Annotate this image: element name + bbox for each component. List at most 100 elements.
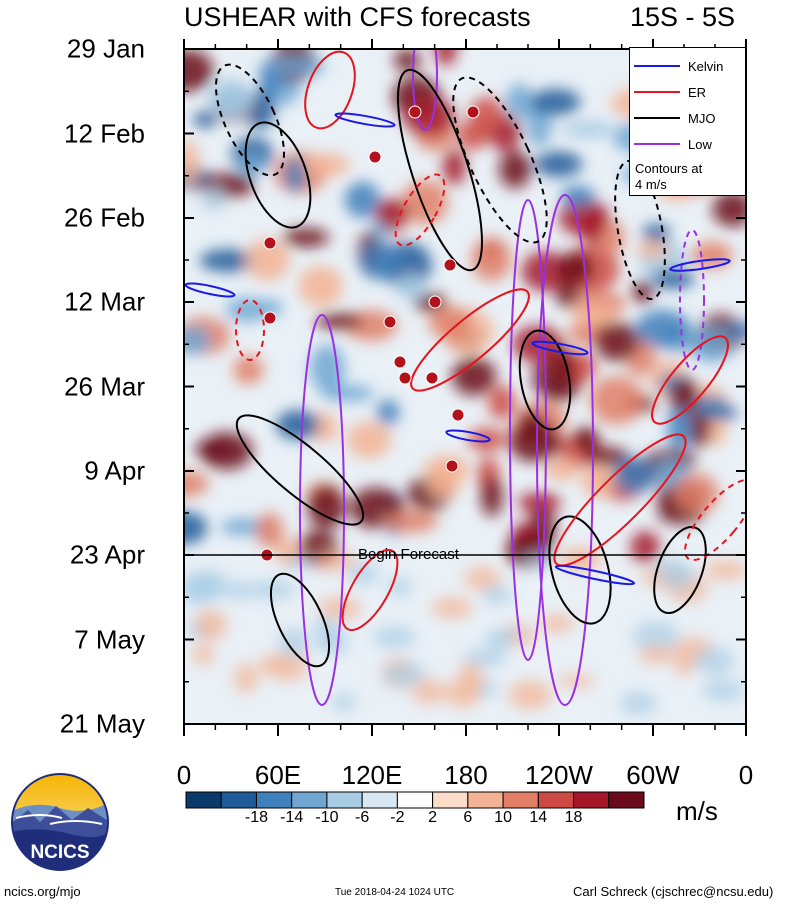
shading-blob bbox=[636, 241, 670, 259]
contour bbox=[235, 414, 365, 526]
legend-note: Contours at 4 m/s bbox=[635, 161, 702, 193]
contour bbox=[452, 76, 548, 244]
colorbar-bin bbox=[255, 791, 293, 809]
shading-blob bbox=[669, 378, 700, 416]
shading-blob bbox=[487, 385, 516, 420]
shading-blob bbox=[276, 410, 320, 440]
colorbar-bin bbox=[396, 791, 434, 809]
shading-blob bbox=[233, 663, 258, 694]
contour bbox=[684, 478, 746, 562]
colorbar-tick-label: 2 bbox=[428, 809, 438, 826]
legend-item-mjo: MJO bbox=[634, 108, 715, 128]
shading-blob bbox=[284, 556, 316, 570]
shading-blob bbox=[188, 576, 223, 604]
shading-blob bbox=[193, 111, 217, 128]
shading-blob bbox=[522, 552, 554, 569]
shading-blob bbox=[557, 251, 594, 285]
x-tick-label: 120W bbox=[525, 760, 593, 790]
footer-author: Carl Schreck (cjschrec@ncsu.edu) bbox=[573, 884, 774, 899]
colorbar-tick-label: -10 bbox=[315, 809, 339, 826]
shading-blob bbox=[359, 241, 400, 281]
shading-blob bbox=[517, 492, 562, 513]
contour bbox=[334, 112, 396, 128]
storm-marker bbox=[445, 459, 459, 473]
shading-blob bbox=[344, 181, 381, 218]
shading-blob bbox=[194, 609, 227, 641]
contour bbox=[304, 50, 356, 130]
shading-blob bbox=[373, 626, 416, 649]
colorbar-bin bbox=[291, 791, 328, 809]
shading-blob bbox=[485, 628, 525, 643]
footer-timestamp: Tue 2018-04-24 1024 UTC bbox=[335, 887, 455, 898]
contour bbox=[554, 564, 636, 586]
storm-marker bbox=[428, 295, 442, 309]
storm-marker bbox=[466, 105, 480, 119]
shading-blob bbox=[594, 321, 639, 362]
legend-note-line2: 4 m/s bbox=[635, 177, 667, 192]
contour bbox=[410, 288, 530, 392]
x-tick-label: 0 bbox=[738, 760, 754, 790]
contour bbox=[553, 433, 687, 567]
shading-blob bbox=[184, 49, 214, 92]
shading-blob bbox=[585, 447, 631, 467]
contour bbox=[214, 63, 286, 177]
shading-blob bbox=[619, 691, 657, 716]
shading-blob bbox=[192, 644, 215, 666]
legend-swatch bbox=[634, 91, 680, 93]
shading-field bbox=[184, 49, 746, 716]
colorbar-units: m/s bbox=[676, 796, 718, 826]
shading-blob bbox=[331, 693, 357, 711]
colorbar-bin bbox=[467, 791, 504, 809]
shading-blob bbox=[464, 566, 501, 591]
ncics-logo: NCICS bbox=[10, 772, 110, 872]
colorbar-bin bbox=[326, 791, 363, 809]
colorbar bbox=[185, 791, 645, 809]
storm-marker bbox=[263, 236, 277, 250]
shading-blob bbox=[199, 432, 253, 470]
y-tick-label: 12 Mar bbox=[64, 286, 145, 317]
shading-blob bbox=[282, 228, 330, 248]
shading-blob bbox=[300, 153, 350, 177]
shading-blob bbox=[561, 120, 616, 139]
shading-blob bbox=[201, 186, 226, 210]
contour bbox=[235, 299, 265, 361]
shading-blob bbox=[642, 223, 671, 242]
shading-blob bbox=[233, 355, 264, 385]
shading-blob bbox=[471, 237, 512, 282]
colorbar-bin bbox=[608, 791, 645, 809]
shading-blob bbox=[382, 661, 425, 688]
contour bbox=[679, 229, 705, 371]
shading-blob bbox=[581, 464, 615, 498]
footer-url[interactable]: ncics.org/mjo bbox=[4, 884, 81, 899]
shading-blob bbox=[428, 306, 472, 339]
shading-blob bbox=[318, 597, 362, 620]
y-tick-label: 26 Mar bbox=[64, 371, 145, 401]
logo-text: NCICS bbox=[30, 842, 89, 863]
shading-blob bbox=[512, 325, 564, 363]
storm-marker bbox=[408, 105, 422, 119]
shading-blob bbox=[184, 140, 199, 187]
shading-blob bbox=[480, 476, 503, 517]
begin-forecast-label: Begin Forecast bbox=[358, 546, 459, 563]
shading-blob bbox=[463, 648, 507, 667]
shading-blob bbox=[630, 531, 661, 564]
shading-blob bbox=[245, 238, 290, 281]
legend-swatch bbox=[634, 65, 680, 67]
shading-blob bbox=[382, 509, 438, 533]
shading-blob bbox=[374, 198, 409, 228]
contour bbox=[341, 549, 399, 631]
storm-marker bbox=[425, 371, 439, 385]
storm-marker bbox=[451, 408, 465, 422]
y-tick-label: 7 May bbox=[74, 624, 145, 654]
shading-blob bbox=[255, 512, 284, 548]
colorbar-tick-label: -18 bbox=[244, 809, 269, 826]
shading-blob bbox=[426, 463, 462, 500]
y-tick-label: 29 Jan bbox=[66, 33, 145, 64]
contour bbox=[412, 49, 438, 131]
legend-label: Kelvin bbox=[688, 58, 724, 74]
legend-label: ER bbox=[688, 84, 707, 100]
shading-blob bbox=[724, 322, 746, 339]
x-tick-label: 60W bbox=[626, 760, 680, 790]
shading-blob bbox=[667, 406, 693, 450]
shading-blob bbox=[199, 249, 256, 273]
